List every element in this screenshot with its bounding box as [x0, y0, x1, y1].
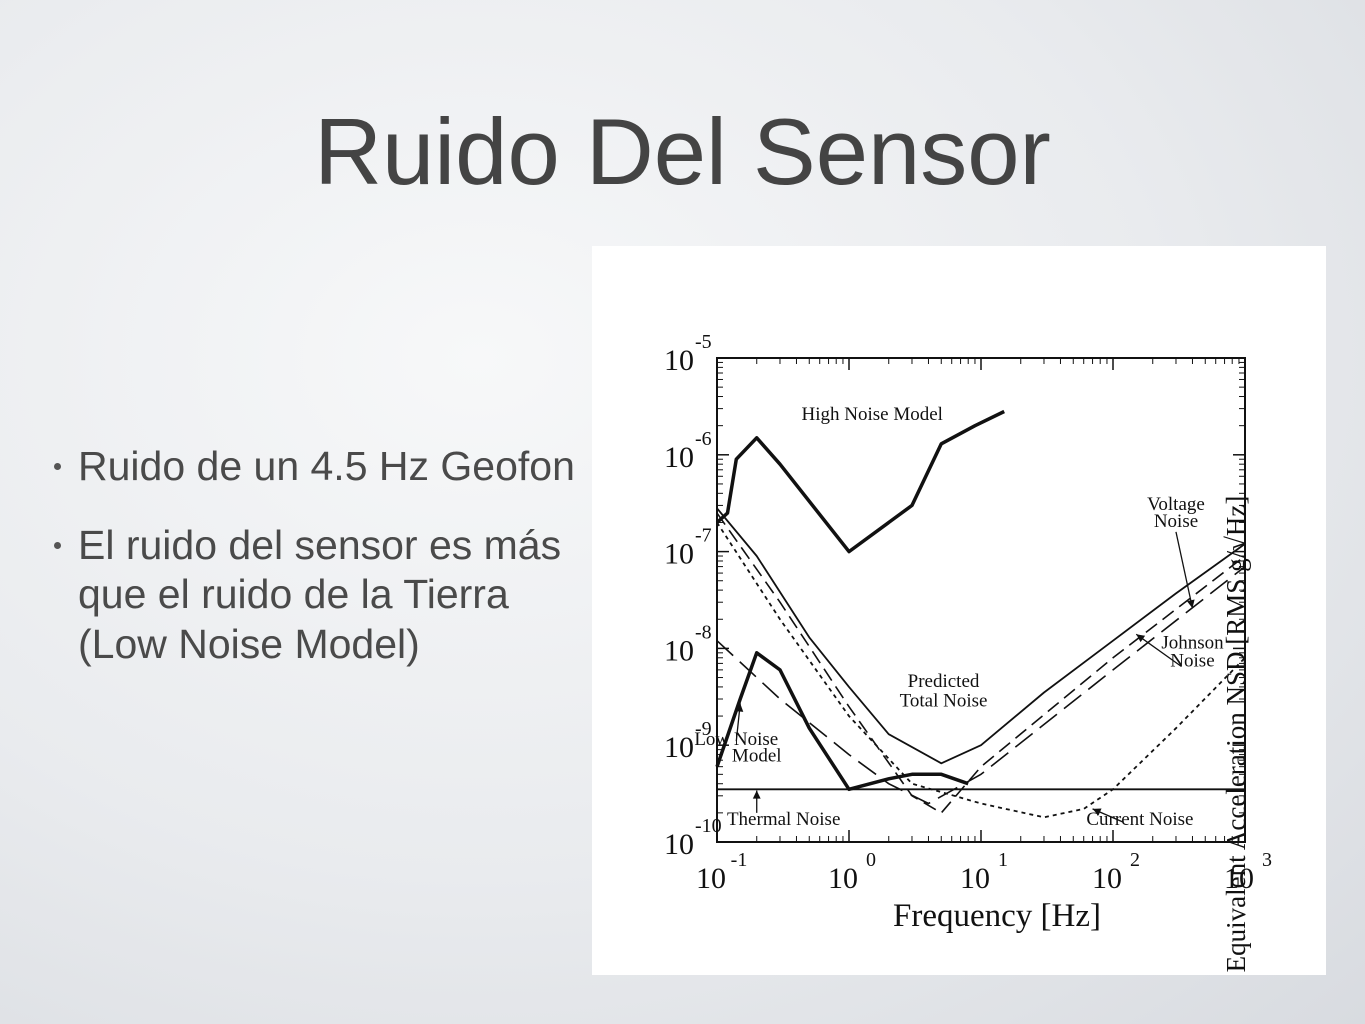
y-tick-label: 10	[664, 634, 694, 667]
bullet-item: Ruido de un 4.5 Hz Geofon	[50, 442, 590, 491]
bullet-dot	[54, 542, 61, 549]
bullet-text: El ruido del sensor es más que el ruido …	[78, 522, 561, 666]
annotation-label: Predicted	[908, 671, 980, 692]
annotation-label: High Noise Model	[802, 404, 943, 425]
annotation-label: Thermal Noise	[727, 809, 840, 830]
y-tick-exponent: -6	[695, 428, 712, 450]
current-noise-line	[717, 523, 1245, 818]
y-tick-exponent: -10	[695, 815, 722, 837]
y-tick-exponent: -8	[695, 621, 712, 643]
annotation-label: Model	[732, 745, 782, 766]
y-tick-label: 10	[664, 828, 694, 861]
bullet-text: Ruido de un 4.5 Hz Geofon	[78, 443, 575, 489]
y-tick-label: 10	[664, 344, 694, 377]
y-tick-label: 10	[664, 731, 694, 764]
y-axis-label: Equivalent Acceleration NSD [RMS g/√Hz]	[1221, 496, 1251, 973]
annotation-label: Noise	[1170, 651, 1214, 672]
y-axis-label-group: Equivalent Acceleration NSD [RMS g/√Hz]	[1221, 496, 1251, 973]
annotation-arrow-head	[753, 791, 761, 799]
y-tick-exponent: -7	[695, 525, 712, 547]
annotation-label: Noise	[1154, 511, 1198, 532]
x-tick-exponent: 3	[1262, 849, 1272, 871]
x-tick-label: 10	[1092, 862, 1122, 895]
noise-chart: Equivalent Acceleration NSD [RMS g/√Hz] …	[592, 246, 1326, 975]
voltage-noise-line	[717, 513, 1245, 813]
bullet-list: Ruido de un 4.5 Hz Geofon El ruido del s…	[50, 442, 590, 699]
bullet-dot	[54, 463, 61, 470]
noise-chart-figure: Equivalent Acceleration NSD [RMS g/√Hz] …	[592, 246, 1326, 975]
annotation-label: Current Noise	[1086, 809, 1193, 830]
y-tick-label: 10	[664, 441, 694, 474]
slide-title: Ruido Del Sensor	[0, 100, 1365, 203]
x-tick-exponent: 1	[998, 849, 1008, 871]
bullet-item: El ruido del sensor es más que el ruido …	[50, 521, 590, 669]
series-group	[717, 412, 1245, 818]
x-tick-label: 10	[960, 862, 990, 895]
y-tick-label: 10	[664, 538, 694, 571]
x-tick-label: 10	[1224, 862, 1254, 895]
y-tick-exponent: -5	[695, 331, 712, 353]
high-noise-model-line	[717, 412, 1004, 552]
x-tick-exponent: 2	[1130, 849, 1140, 871]
x-tick-exponent: -1	[731, 849, 748, 871]
annotation-label: Total Noise	[900, 691, 988, 712]
x-tick-label: 10	[696, 862, 726, 895]
x-tick-label: 10	[828, 862, 858, 895]
x-tick-exponent: 0	[866, 849, 876, 871]
annotation-arrow-line	[1176, 532, 1192, 608]
x-axis-label: Frequency [Hz]	[893, 898, 1101, 934]
